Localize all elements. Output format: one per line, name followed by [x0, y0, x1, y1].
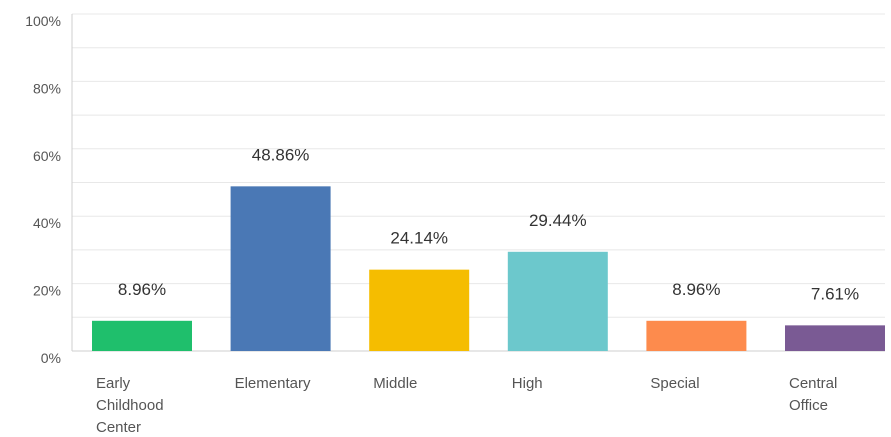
- y-tick-label: 80%: [33, 80, 61, 96]
- gridlines: [72, 13, 885, 352]
- category-label: Middle: [373, 375, 417, 392]
- bar: [507, 251, 608, 351]
- y-tick-label: 60%: [33, 148, 61, 164]
- y-tick-label: 40%: [33, 215, 61, 231]
- category-labels: Early Childhood Center Elementary Middle High…: [96, 375, 837, 436]
- y-axis-ticks: 0% 20% 40% 60% 80% 100%: [25, 13, 61, 366]
- bar: [369, 269, 470, 351]
- data-labels: 8.96% 48.86% 24.14% 29.44% 8.96% 7.61%: [118, 145, 859, 303]
- bar: [646, 320, 747, 351]
- category-label: Central Office: [789, 375, 837, 414]
- bars: [92, 186, 885, 351]
- y-tick-label: 0%: [41, 350, 61, 366]
- y-tick-label: 100%: [25, 13, 61, 29]
- category-label: Elementary: [235, 375, 311, 392]
- category-label: Early Childhood Center: [96, 375, 164, 436]
- data-label: 24.14%: [390, 229, 448, 248]
- bar: [92, 320, 192, 351]
- category-label: High: [512, 375, 543, 392]
- data-label: 8.96%: [118, 280, 166, 299]
- data-label: 29.44%: [529, 211, 587, 230]
- y-tick-label: 20%: [33, 283, 61, 299]
- data-label: 48.86%: [252, 145, 310, 164]
- bar: [230, 186, 331, 351]
- bar: [785, 325, 885, 351]
- data-label: 8.96%: [672, 280, 720, 299]
- data-label: 7.61%: [811, 284, 859, 303]
- category-label: Special: [650, 375, 699, 392]
